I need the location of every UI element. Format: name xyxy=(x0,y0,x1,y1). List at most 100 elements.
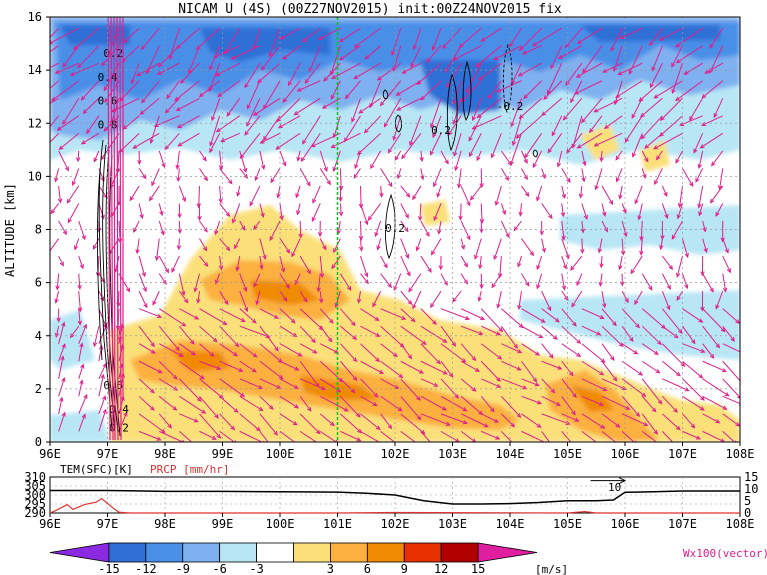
wind-vector-shaft xyxy=(78,220,86,240)
wind-vector xyxy=(317,27,341,41)
wind-vector-shaft xyxy=(580,185,583,198)
wind-vector xyxy=(511,115,522,147)
wind-vector-shaft xyxy=(344,115,361,142)
wind-vector-shaft xyxy=(239,395,263,411)
wind-vector xyxy=(177,132,200,147)
colorbar-swatch xyxy=(108,542,147,563)
wind-vector-shaft xyxy=(604,115,623,129)
wind-vector-head xyxy=(180,79,185,84)
wind-vector-shaft xyxy=(138,308,162,318)
wind-vector-head xyxy=(288,81,293,87)
wind-vector-head xyxy=(327,337,333,343)
wind-vector xyxy=(621,203,627,214)
wind-vector-head xyxy=(720,327,726,333)
wind-vector xyxy=(582,45,603,74)
wind-vector-shaft xyxy=(217,80,241,97)
wind-vector xyxy=(259,150,266,171)
wind-vector-shaft xyxy=(682,238,689,258)
left-tick-label: 290 xyxy=(24,506,46,520)
right-tick-label: 5 xyxy=(744,494,751,508)
wind-vector xyxy=(465,62,482,94)
wind-vector-head xyxy=(425,231,430,237)
wind-vector-head xyxy=(71,181,76,187)
wind-vector xyxy=(296,203,301,216)
wind-vector-shaft xyxy=(253,220,261,230)
wind-vector-shaft xyxy=(380,255,388,268)
wind-vector-head xyxy=(478,330,484,336)
wind-vector-shaft xyxy=(420,80,442,101)
wind-vector-shaft xyxy=(519,27,542,51)
wind-vector-head xyxy=(352,376,358,382)
wind-vector-shaft xyxy=(50,238,60,252)
wind-vector xyxy=(621,325,634,343)
wind-vector-shaft xyxy=(472,115,502,130)
wind-vector-head xyxy=(164,108,170,114)
wind-vector-shaft xyxy=(638,203,643,220)
wind-vector xyxy=(722,413,740,427)
wind-vector-head xyxy=(364,220,369,226)
wind-vector-shaft xyxy=(319,308,334,324)
x-tick-label: 98E xyxy=(154,517,176,531)
wind-vector xyxy=(58,132,80,151)
wind-vector xyxy=(154,238,160,262)
wind-vector-shaft xyxy=(394,150,402,161)
wind-vector-head xyxy=(689,182,694,188)
wind-vector-head xyxy=(624,137,630,143)
wind-vector xyxy=(279,238,291,254)
wind-vector-shaft xyxy=(380,378,399,389)
wind-vector xyxy=(618,255,623,271)
wind-vector xyxy=(51,80,80,102)
wind-vector-head xyxy=(233,351,239,357)
wind-vector xyxy=(702,308,726,333)
wind-vector-head xyxy=(554,318,560,323)
contour-label: 0.2 xyxy=(109,421,129,434)
wind-vector-head xyxy=(663,191,668,197)
wind-vector-shaft xyxy=(541,413,570,425)
wind-vector xyxy=(86,115,100,135)
wind-vector-shaft xyxy=(621,343,638,355)
wind-vector xyxy=(674,27,703,48)
wind-vector-head xyxy=(576,352,582,358)
wind-vector-shaft xyxy=(299,378,326,390)
wind-vector-head xyxy=(175,106,181,111)
wind-vector-head xyxy=(181,439,185,442)
wind-vector xyxy=(50,97,59,105)
wind-vector xyxy=(199,308,228,326)
wind-vector xyxy=(50,45,59,53)
wind-vector-head xyxy=(156,70,162,75)
wind-vector-shaft xyxy=(239,360,257,373)
wind-vector-head xyxy=(684,253,689,259)
wind-vector-shaft xyxy=(98,290,104,301)
wind-vector xyxy=(376,62,402,81)
wind-vector-shaft xyxy=(682,378,705,401)
wind-vector-head xyxy=(240,392,245,398)
wind-vector-shaft xyxy=(599,273,603,286)
wind-vector-shaft xyxy=(682,168,694,187)
wind-vector xyxy=(244,62,261,89)
wind-vector-shaft xyxy=(521,343,540,356)
wind-vector-shaft xyxy=(304,62,321,84)
wind-vector-head xyxy=(125,287,131,293)
wind-vector xyxy=(299,343,318,354)
wind-vector xyxy=(631,133,643,158)
wind-vector-head xyxy=(196,203,201,209)
wind-vector-head xyxy=(203,227,208,233)
wind-vector xyxy=(521,378,540,387)
wind-vector xyxy=(279,360,300,371)
wind-vector-head xyxy=(194,315,200,320)
wind-vector-head xyxy=(659,245,664,251)
wind-vector-head xyxy=(177,228,183,235)
wind-vector-head xyxy=(453,151,458,157)
chart-title: NICAM U (4S) (00Z27NOV2015) init:00Z24NO… xyxy=(178,2,562,17)
wind-vector-head xyxy=(161,163,166,169)
wind-vector-head xyxy=(454,165,459,172)
wind-vector-shaft xyxy=(387,133,402,153)
wind-vector-head xyxy=(359,246,364,252)
wind-vector-head xyxy=(243,287,248,293)
wind-vector-shaft xyxy=(270,168,281,183)
wind-vector-shaft xyxy=(432,115,442,138)
wind-vector xyxy=(50,27,59,39)
wind-vector-shaft xyxy=(682,430,701,440)
wind-vector-head xyxy=(302,139,307,145)
wind-vector-head xyxy=(135,249,140,255)
